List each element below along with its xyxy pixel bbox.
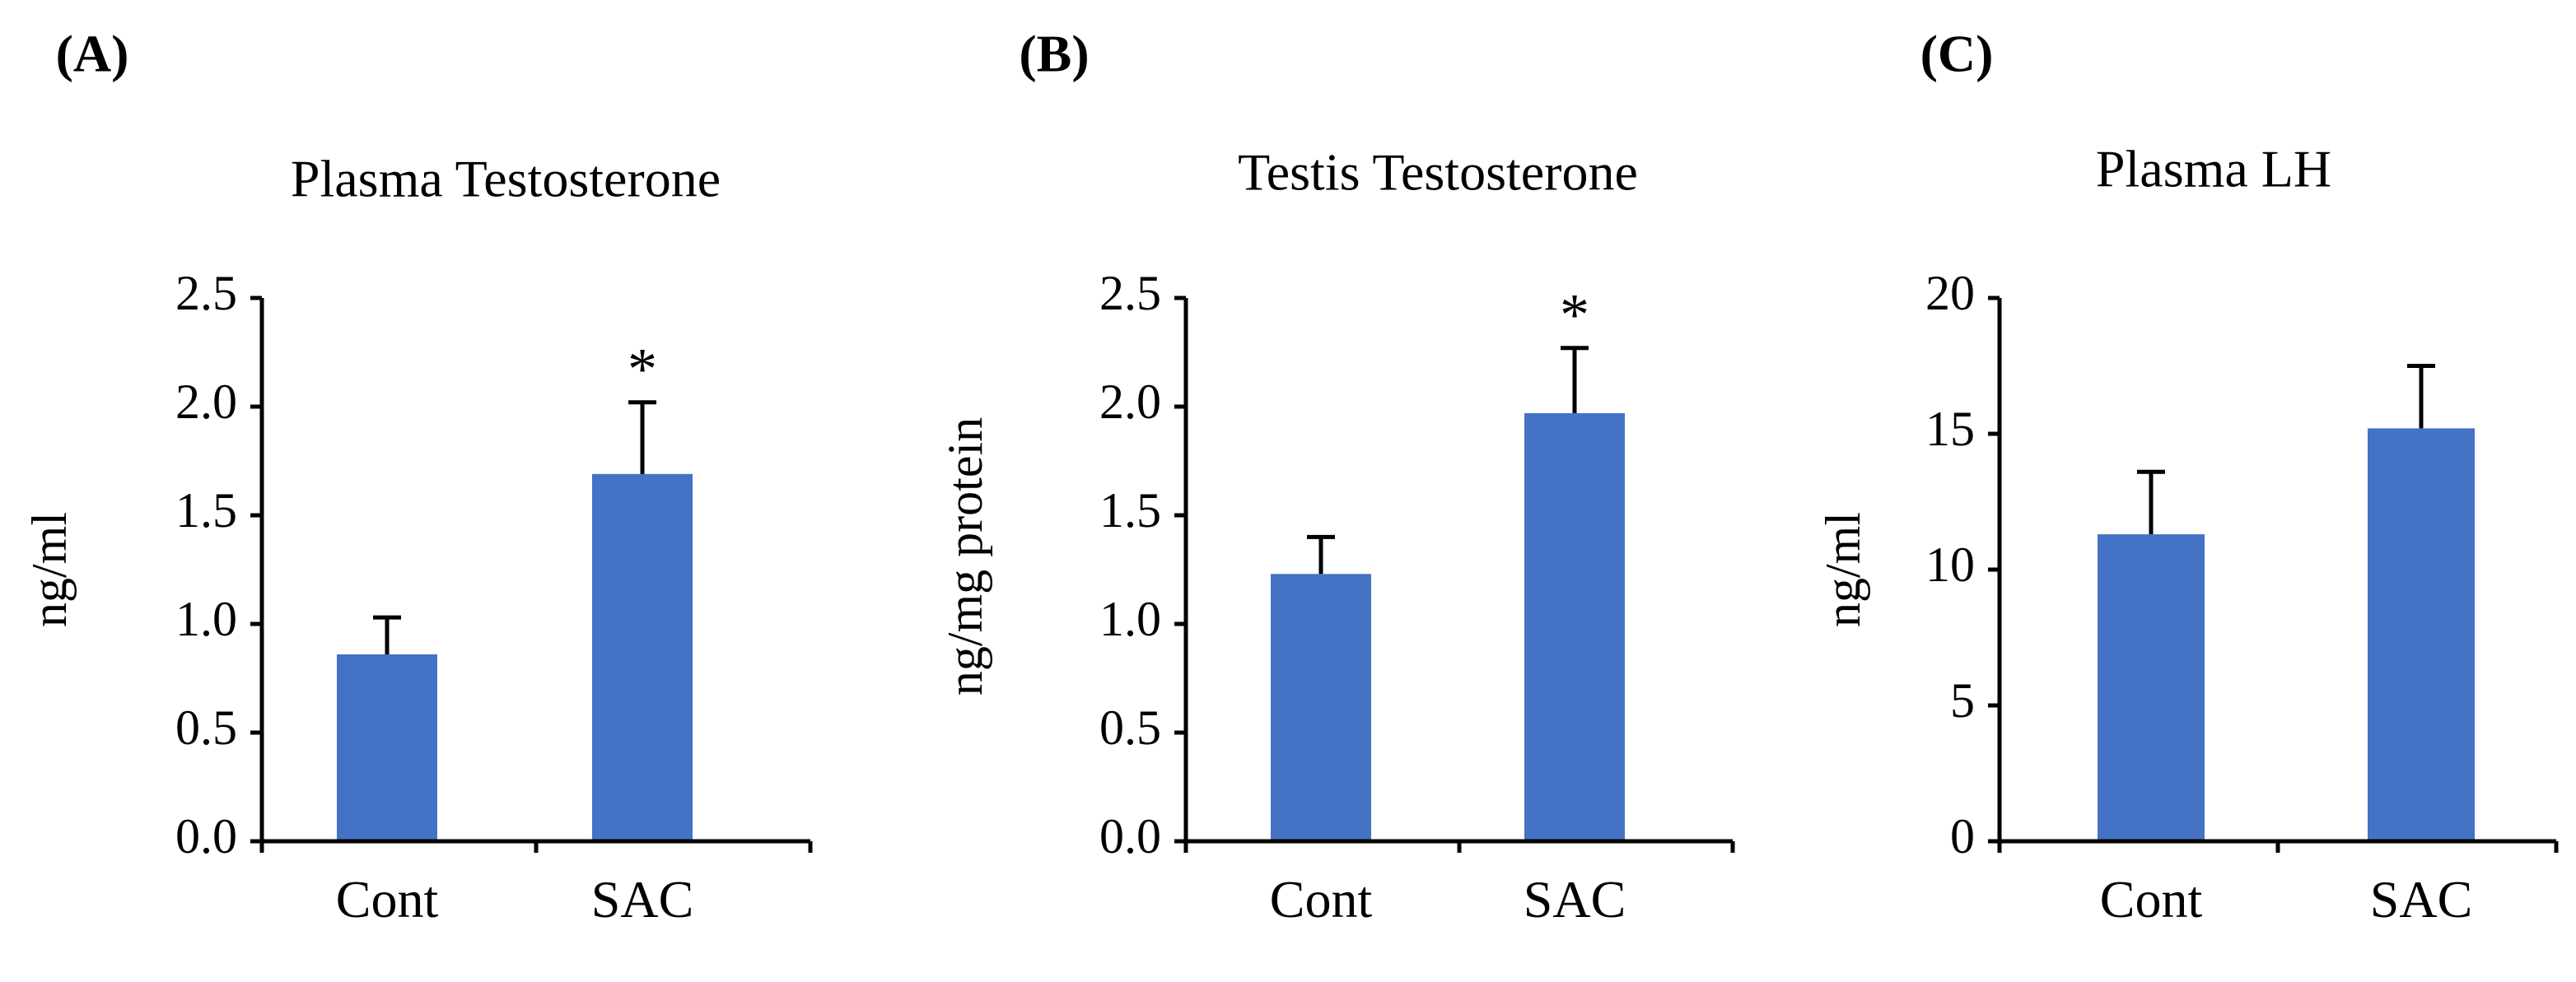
- chart-title-3: Plasma LH: [2096, 140, 2331, 198]
- panel-label-1: (A): [56, 25, 129, 83]
- bar-2-sac: [1524, 412, 1625, 841]
- y-tick-label-3-4: 20: [1925, 266, 1975, 320]
- y-tick-label-3-2: 10: [1925, 538, 1975, 592]
- y-tick-label-1-4: 2.0: [175, 375, 237, 429]
- y-tick-label-3-0: 0: [1950, 809, 1975, 863]
- y-tick-label-3-1: 5: [1950, 673, 1975, 728]
- y-tick-label-2-3: 1.5: [1099, 483, 1161, 538]
- bar-2-cont: [1271, 574, 1371, 841]
- x-tick-label-2-cont: Cont: [1270, 870, 1373, 928]
- y-tick-label-1-2: 1.0: [175, 592, 237, 646]
- x-tick-label-2-sac: SAC: [1524, 870, 1626, 928]
- y-tick-label-1-3: 1.5: [175, 483, 237, 538]
- bar-1-sac: [592, 473, 693, 841]
- y-tick-label-1-5: 2.5: [175, 266, 237, 320]
- panel-label-2: (B): [1019, 25, 1089, 83]
- bar-3-cont: [2098, 534, 2205, 841]
- x-tick-label-3-cont: Cont: [2100, 870, 2203, 928]
- bar-3-sac: [2368, 428, 2475, 841]
- y-axis-title-1: ng/ml: [22, 512, 77, 627]
- y-tick-label-2-4: 2.0: [1099, 375, 1161, 429]
- y-axis-title-3: ng/ml: [1816, 512, 1870, 627]
- y-tick-label-2-0: 0.0: [1099, 809, 1161, 863]
- y-tick-label-2-5: 2.5: [1099, 266, 1161, 320]
- y-axis-title-2: ng/mg protein: [938, 417, 992, 696]
- y-tick-label-2-1: 0.5: [1099, 700, 1161, 755]
- x-tick-label-1-cont: Cont: [336, 870, 439, 928]
- significance-marker-1-sac: *: [628, 337, 657, 403]
- y-tick-label-2-2: 1.0: [1099, 592, 1161, 646]
- y-tick-label-1-1: 0.5: [175, 700, 237, 755]
- y-tick-label-3-3: 15: [1925, 402, 1975, 456]
- chart-title-2: Testis Testosterone: [1238, 143, 1638, 202]
- panel-label-3: (C): [1920, 25, 1994, 83]
- chart-title-1: Plasma Testosterone: [291, 150, 721, 208]
- bar-1-cont: [337, 654, 437, 841]
- x-tick-label-1-sac: SAC: [591, 870, 694, 928]
- significance-marker-2-sac: *: [1560, 282, 1589, 348]
- x-tick-label-3-sac: SAC: [2370, 870, 2473, 928]
- y-tick-label-1-0: 0.0: [175, 809, 237, 863]
